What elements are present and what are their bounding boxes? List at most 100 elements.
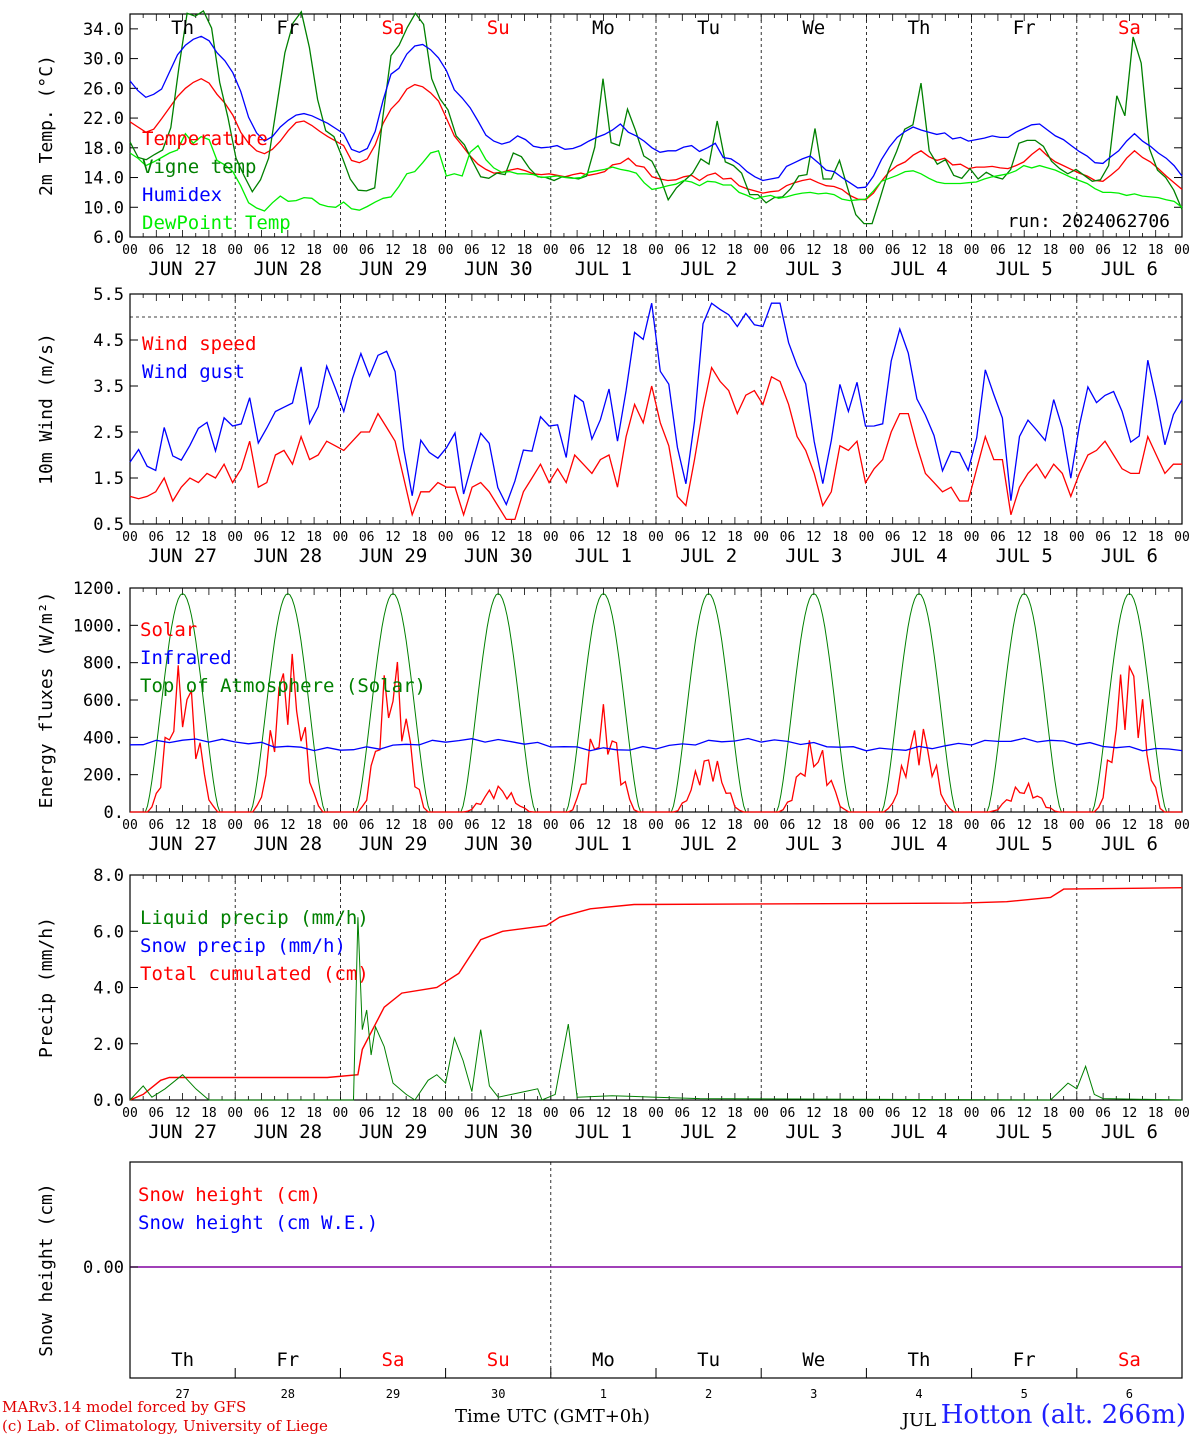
hour-label: 00 (753, 818, 769, 833)
hour-label: 12 (280, 530, 296, 545)
toa-solar-line (971, 593, 1077, 813)
hour-label: 12 (911, 818, 927, 833)
date-label: JUN 30 (464, 258, 533, 280)
date-label: JUN 30 (464, 1121, 533, 1143)
series-line-wind-speed (129, 365, 1182, 521)
solar-line (340, 661, 446, 813)
hour-label: 06 (780, 1106, 796, 1121)
bottom-date-label: 6 (1126, 1387, 1133, 1401)
hour-label: 12 (701, 1106, 717, 1121)
hour-label: 00 (964, 530, 980, 545)
hour-label: 12 (1016, 243, 1032, 258)
hour-label: 00 (333, 1106, 349, 1121)
y-tick-label: 18.0 (83, 139, 124, 159)
y-tick-label: 22.0 (83, 109, 124, 129)
hour-label: 12 (806, 243, 822, 258)
legend-entry: Liquid precip (mm/h) (140, 907, 369, 929)
y-tick-label: 800. (83, 654, 124, 674)
station-label: Hotton (alt. 266m) (940, 1400, 1186, 1430)
hour-label: 18 (306, 243, 322, 258)
hour-label: 12 (490, 243, 506, 258)
hour-label: 00 (753, 1106, 769, 1121)
hour-label: 06 (885, 818, 901, 833)
day-label: Sa (382, 17, 405, 39)
toa-solar-line (130, 593, 236, 813)
legend-entry: Wind gust (142, 361, 245, 383)
bottom-day-label: Fr (276, 1349, 299, 1371)
hour-label: 00 (438, 243, 454, 258)
legend-entry: Infrared (140, 647, 232, 669)
bottom-date-label: 1 (600, 1387, 607, 1401)
hour-label: 06 (780, 818, 796, 833)
hour-label: 06 (359, 818, 375, 833)
hour-label: 06 (254, 243, 270, 258)
bottom-day-label: Su (487, 1349, 510, 1371)
solar-line (971, 781, 1077, 813)
date-label: JUN 29 (359, 833, 428, 855)
hour-label: 18 (1148, 818, 1164, 833)
hour-label: 12 (1122, 243, 1138, 258)
hour-label: 18 (1148, 530, 1164, 545)
panel-frame-2 (129, 587, 1183, 813)
hour-label: 06 (780, 530, 796, 545)
hour-label: 12 (701, 530, 717, 545)
toa-solar-line (550, 593, 656, 813)
hour-label: 18 (1043, 1106, 1059, 1121)
hour-label: 12 (1016, 1106, 1032, 1121)
y-tick-label: 8.0 (93, 866, 124, 886)
legend-entry: Total cumulated (cm) (140, 963, 369, 985)
date-label: JUN 30 (464, 545, 533, 567)
date-label: JUN 28 (253, 833, 322, 855)
y-tick-label: 14.0 (83, 169, 124, 189)
date-label: JUN 29 (359, 258, 428, 280)
y-tick-label: 2.5 (93, 423, 124, 443)
hour-label: 00 (122, 1106, 138, 1121)
hour-label: 00 (964, 1106, 980, 1121)
hour-label: 18 (622, 1106, 638, 1121)
legend-entry: Vigne temp (142, 156, 256, 178)
hour-label: 00 (227, 818, 243, 833)
series-line-humidex (129, 35, 1183, 189)
bottom-date-label: 28 (281, 1387, 295, 1401)
solar-line (656, 759, 762, 813)
hour-label: 06 (990, 818, 1006, 833)
hour-label: 12 (385, 243, 401, 258)
credit-lab: (c) Lab. of Climatology, University of L… (2, 1417, 328, 1435)
hour-label: 18 (1043, 243, 1059, 258)
hour-label: 12 (596, 1106, 612, 1121)
bottom-date-label: 2 (705, 1387, 712, 1401)
hour-label: 06 (990, 243, 1006, 258)
hour-label: 18 (832, 1106, 848, 1121)
hour-label: 18 (937, 818, 953, 833)
toa-solar-line (235, 593, 341, 813)
hour-label: 12 (280, 1106, 296, 1121)
y-tick-label: 5.5 (93, 285, 124, 305)
date-label: JUL 5 (996, 1121, 1053, 1143)
bottom-date-label: 27 (175, 1387, 189, 1401)
bottom-date-label: 29 (386, 1387, 400, 1401)
day-label: We (802, 17, 825, 39)
date-label: JUL 6 (1101, 1121, 1158, 1143)
bottom-day-label: Th (171, 1349, 194, 1371)
day-label: Fr (276, 17, 299, 39)
hour-label: 06 (885, 1106, 901, 1121)
y-axis-label-2: Energy fluxes (W/m²) (36, 592, 57, 809)
date-label: JUL 4 (890, 1121, 947, 1143)
hour-label: 00 (333, 530, 349, 545)
hour-label: 00 (1069, 818, 1085, 833)
legend-entry: Humidex (142, 184, 222, 206)
hour-label: 12 (385, 1106, 401, 1121)
hour-label: 18 (727, 818, 743, 833)
hour-label: 06 (569, 530, 585, 545)
date-label: JUL 2 (680, 258, 737, 280)
y-tick-label: 26.0 (83, 79, 124, 99)
legend-entry: Top of Atmosphere (Solar) (140, 675, 426, 697)
legend-entry: Wind speed (142, 333, 256, 355)
day-label: Th (908, 17, 931, 39)
date-label: JUL 1 (575, 833, 632, 855)
solar-line (235, 653, 341, 813)
hour-label: 06 (148, 243, 164, 258)
date-label: JUL 5 (996, 545, 1053, 567)
hour-label: 12 (175, 530, 191, 545)
